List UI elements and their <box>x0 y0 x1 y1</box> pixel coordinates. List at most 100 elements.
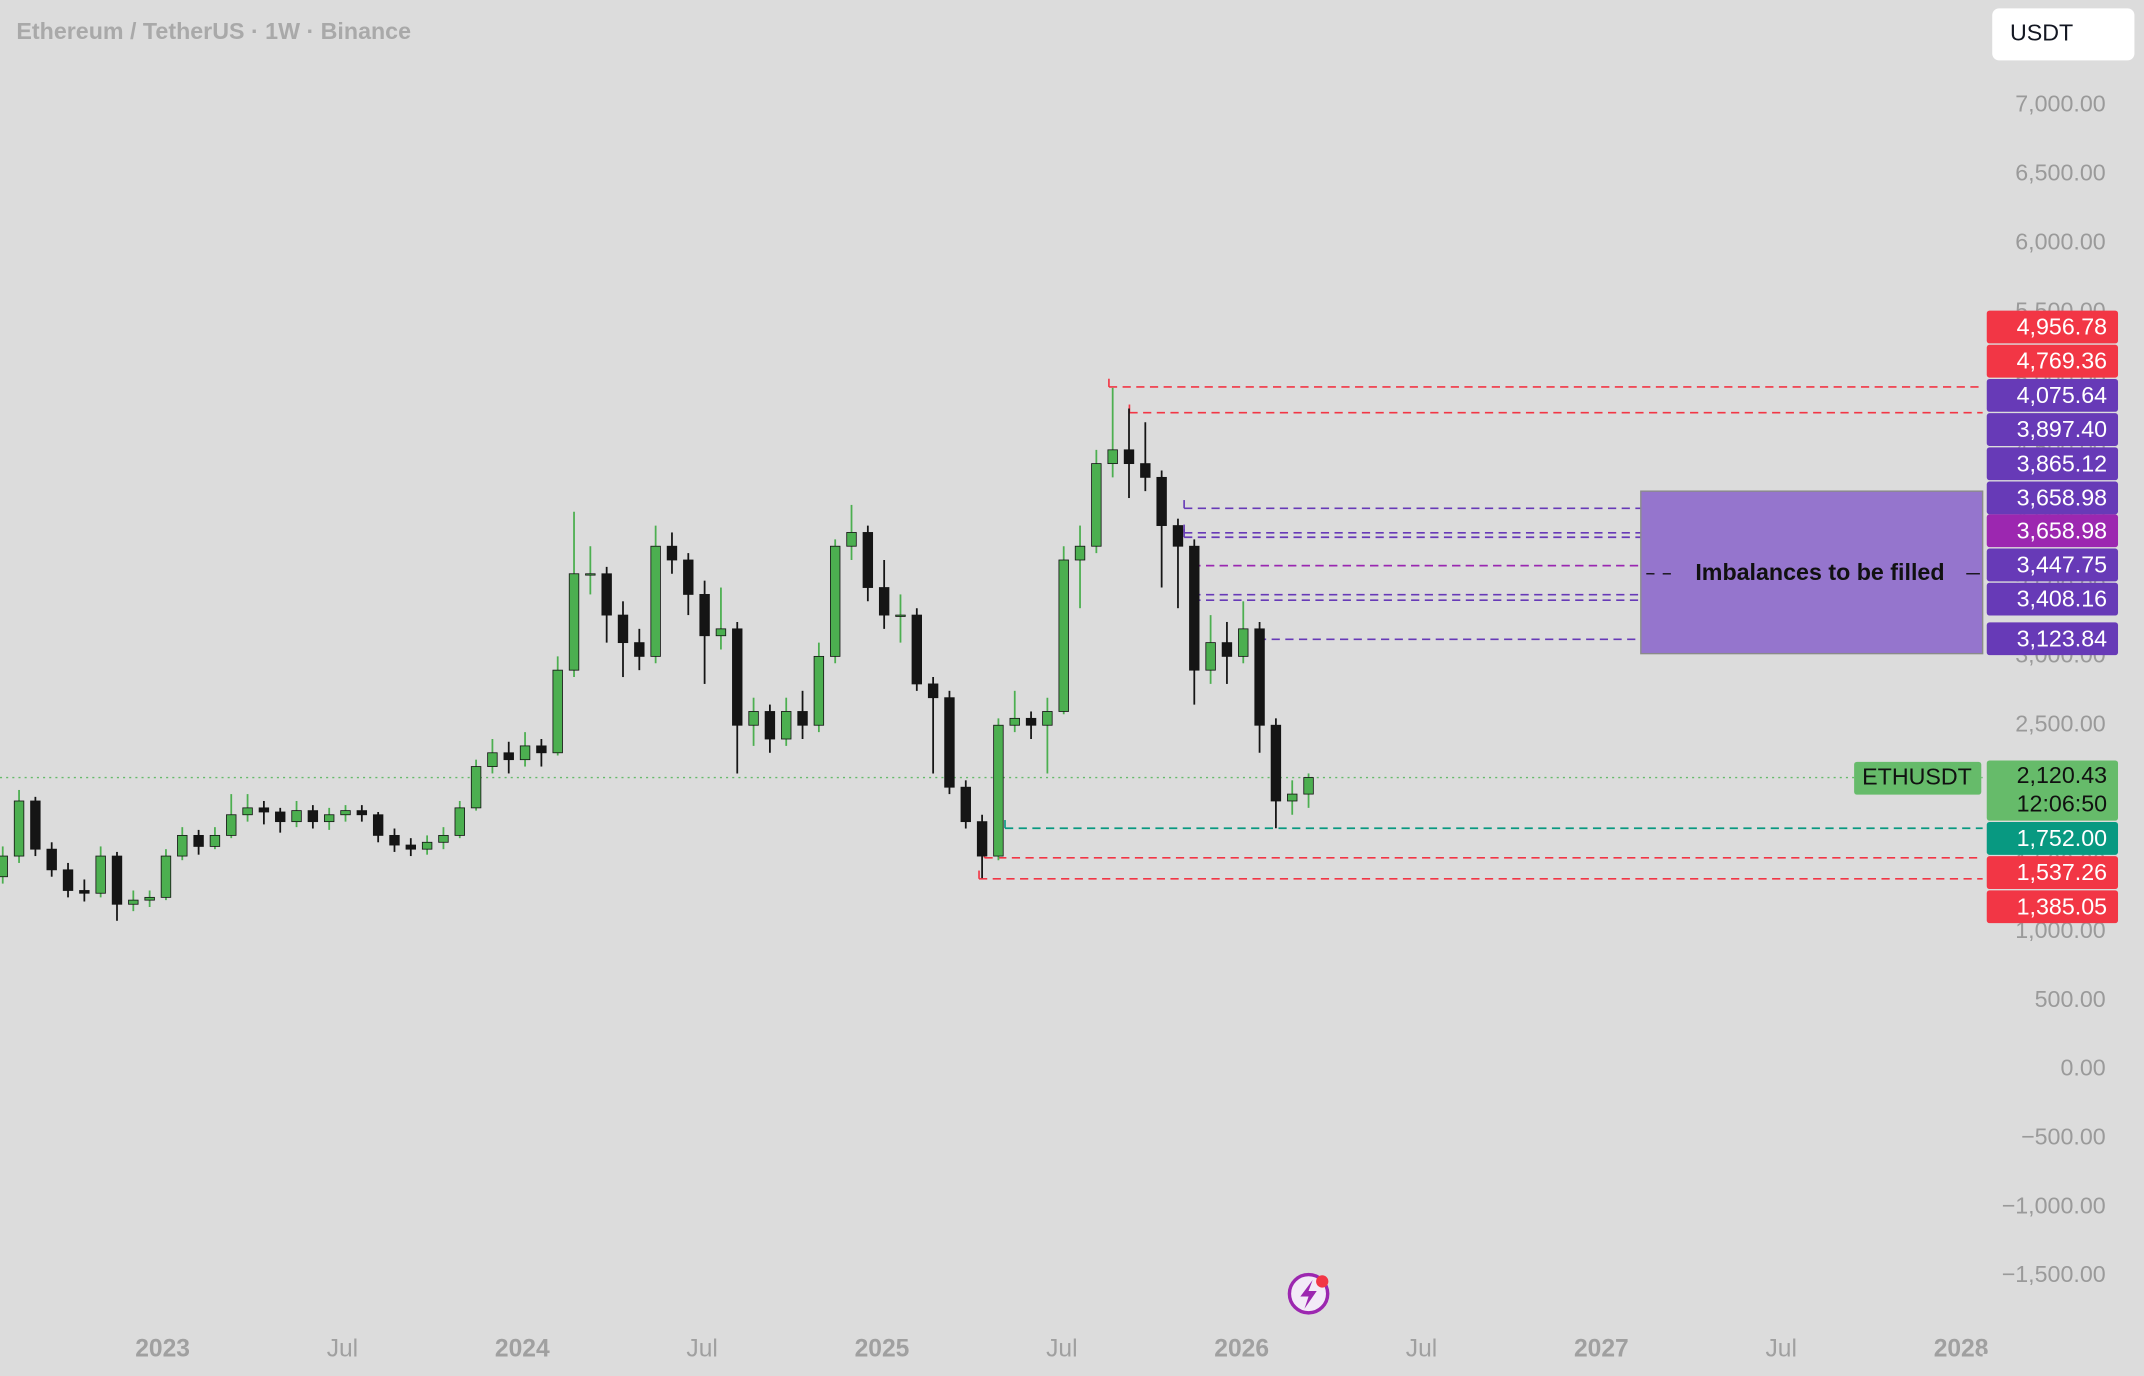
candle-body <box>911 614 923 685</box>
candle-body <box>405 844 416 850</box>
candle-body <box>1189 545 1200 671</box>
candle-body <box>1221 642 1233 657</box>
level-badge-label: 3,447.75 <box>2017 551 2107 577</box>
candle-body <box>62 869 74 891</box>
level-badge-label: 4,956.78 <box>2017 314 2107 340</box>
levels <box>0 378 1983 880</box>
y-tick-label: 6,000.00 <box>2015 228 2106 254</box>
candle-body <box>764 711 776 740</box>
candle-body <box>307 810 319 823</box>
level-badge-label: 4,769.36 <box>2017 348 2107 374</box>
candle-body <box>1091 463 1102 547</box>
icon-dot[interactable] <box>1316 1275 1329 1288</box>
candle-body <box>1058 559 1069 712</box>
level-badge-label: 3,865.12 <box>2017 450 2107 476</box>
y-tick-label: −500.00 <box>2021 1123 2106 1149</box>
candle-body <box>634 642 645 657</box>
y-tick-label: 2,500.00 <box>2015 710 2106 736</box>
candle-body <box>1287 793 1298 802</box>
badges: 4,956.78 4,769.36 4,075.64 3,897.40 3,865.12… <box>1854 310 2119 924</box>
candle-body <box>340 810 351 816</box>
level-badge <box>1986 582 2119 616</box>
price-badge <box>1986 760 2119 821</box>
axis: 7,000.006,500.006,000.005,500.005,000.00… <box>135 91 2144 1376</box>
candle-body <box>226 814 237 836</box>
candle-body <box>0 855 8 878</box>
price-badge-label: 2,120.43 <box>2017 762 2107 788</box>
x-tick-label: Jul <box>327 1335 358 1362</box>
candle-body <box>846 532 857 547</box>
candle-body <box>291 810 302 823</box>
candle-body <box>79 890 90 894</box>
currency-button-label[interactable]: USDT <box>2010 20 2073 46</box>
level-badge-label: 4,075.64 <box>2017 382 2108 408</box>
candle-body <box>95 855 106 894</box>
candle-body <box>748 711 759 726</box>
y-tick-label: 6,500.00 <box>2015 160 2106 186</box>
lightning-icon[interactable] <box>1287 1272 1330 1315</box>
candle-body <box>503 752 514 761</box>
candle-body <box>1123 449 1135 465</box>
level-badge <box>1986 344 2119 378</box>
candle-body <box>732 628 743 726</box>
candle-body <box>878 587 890 616</box>
level-badge <box>1986 447 2119 481</box>
candle-body <box>1140 463 1151 478</box>
candle-body <box>1238 628 1249 657</box>
candle-body <box>666 545 678 561</box>
candle-body <box>454 807 465 836</box>
candle-body <box>1042 711 1053 726</box>
symbol-badge <box>1854 761 1982 795</box>
candle-body <box>487 752 498 767</box>
candle-body <box>650 545 661 657</box>
candle-body <box>13 800 25 857</box>
zone-label: Imbalances to be filled <box>1695 559 1944 585</box>
level-badge <box>1986 548 2119 582</box>
candle-body <box>781 711 792 740</box>
candle-body <box>275 811 286 823</box>
candle-body <box>976 821 988 857</box>
candle-body <box>552 669 563 754</box>
candle-body <box>960 786 971 823</box>
currency-button[interactable] <box>1992 8 2135 61</box>
candles <box>0 387 1314 921</box>
x-tick-label: 2027 <box>1574 1335 1629 1362</box>
candle-body <box>421 841 433 850</box>
candle-body <box>128 899 139 905</box>
level-badge-label: 3,408.16 <box>2017 586 2107 612</box>
candle-body <box>797 711 808 726</box>
candle-body <box>683 559 694 595</box>
level-badge-label: 3,658.98 <box>2017 517 2107 543</box>
level-badge <box>1986 822 2119 855</box>
x-tick-label: Jul <box>1406 1335 1437 1362</box>
y-tick-label: 500.00 <box>2035 986 2106 1012</box>
level-badge <box>1986 378 2119 412</box>
candle-body <box>617 614 629 644</box>
chart-title: Ethereum / TetherUS · 1W · Binance <box>16 18 411 44</box>
level-badge-label: 1,385.05 <box>2017 893 2107 919</box>
candle-body <box>568 573 580 671</box>
level-badge <box>1986 622 2119 656</box>
level-badge <box>1986 514 2119 548</box>
level-badge-label: 3,123.84 <box>2017 625 2108 651</box>
candle-body <box>1205 642 1216 671</box>
candle-body <box>111 855 123 905</box>
candle-body <box>944 697 955 788</box>
level-badge-label: 1,752.00 <box>2017 825 2108 851</box>
imbalance-zone <box>1640 490 1984 655</box>
candle-body <box>470 766 482 809</box>
x-tick-label: 2025 <box>855 1335 910 1362</box>
candle-body <box>1107 449 1118 465</box>
candle-body <box>209 834 221 847</box>
candle-body <box>585 573 596 576</box>
candle-body <box>323 814 335 823</box>
candle-body <box>1303 777 1314 795</box>
icon-bolt[interactable] <box>1300 1280 1317 1309</box>
candle-body <box>601 573 612 616</box>
candle-body <box>895 614 906 617</box>
candle-body <box>862 532 874 588</box>
level-badge <box>1986 481 2119 515</box>
candle-body <box>193 834 204 847</box>
countdown: 12:06:50 <box>2017 791 2108 817</box>
